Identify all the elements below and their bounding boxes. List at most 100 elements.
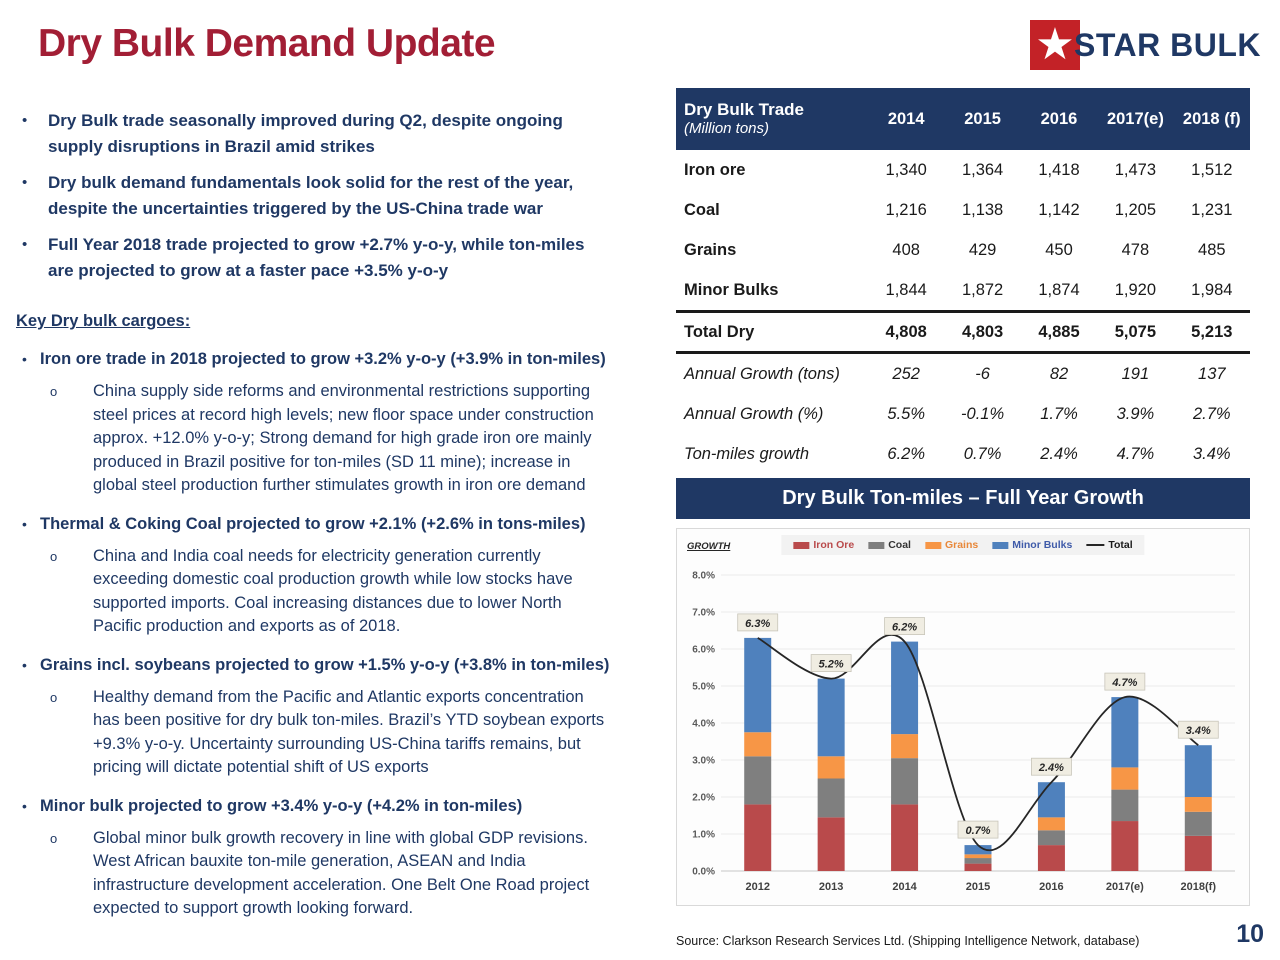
bullet-icon: • [22,236,28,253]
total-label: 3.4% [1186,725,1211,737]
sub-bullet-icon: o [50,830,58,846]
bar-segment-minor-bulks [817,678,845,757]
cell-value: 478 [1121,240,1150,259]
cell-value: 1,512 [1191,160,1233,179]
total-label-box [1104,672,1146,691]
cell-value: -0.1% [961,404,1005,423]
cell-value: 429 [968,240,997,259]
legend-line-icon [1086,544,1105,546]
cell-value: 5.5% [887,404,925,423]
cell-value: 4.7% [1116,444,1155,463]
key-bullet: • Grains incl. soybeans projected to gro… [16,653,668,677]
cell-value: 1,984 [1191,280,1233,299]
legend-item: Iron Ore [793,539,854,551]
y-tick-label: 7.0% [692,608,715,619]
bar-segment-grains [817,756,845,779]
row-label: Iron ore [684,160,746,179]
total-label: 4.7% [1111,677,1137,689]
legend-label: Minor Bulks [1012,539,1073,551]
y-tick-label: 8.0% [692,571,715,582]
chart-title-bar: Dry Bulk Ton-miles – Full Year Growth [676,478,1250,519]
legend-swatch-icon [793,541,810,549]
x-tick-label: 2012 [745,881,769,893]
bar-segment-minor-bulks [891,641,919,735]
cell-value: 137 [1198,364,1226,383]
total-label-box [884,617,925,635]
bar-segment-coal [817,778,845,818]
cell-value: 4,808 [885,322,927,341]
row-label: Annual Growth (tons) [684,364,840,383]
key-bullet: • Thermal & Coking Coal projected to gro… [16,512,668,536]
x-tick-label: 2014 [892,881,917,893]
sub-bullet: o China and India coal needs for electri… [50,545,668,639]
bar-segment-minor-bulks [964,845,992,855]
sub-bullet-icon: o [50,548,58,564]
bar-segment-iron-ore [1037,845,1065,871]
cell-value: 1,872 [961,280,1004,299]
legend-label: Grains [944,539,979,551]
table-total-row: Total Dry 4,808 4,803 4,885 5,075 5,213 [676,310,1250,354]
total-label-box [737,613,779,632]
sub-bullet: o Global minor bulk growth recovery in l… [50,827,668,921]
legend-swatch-icon [924,541,941,549]
left-text-column: • Dry Bulk trade seasonally improved dur… [16,108,668,935]
intro-bullet-text: Dry Bulk trade seasonally improved durin… [48,111,563,156]
cell-value: 1,142 [1038,200,1080,219]
key-bullet: • Iron ore trade in 2018 projected to gr… [16,347,668,371]
bar-segment-iron-ore [744,804,772,871]
sub-bullet-text: Healthy demand from the Pacific and Atla… [93,687,605,777]
bullet-icon: • [22,112,28,129]
table-row: Iron ore 1,340 1,364 1,418 1,473 1,512 [676,150,1250,190]
cell-value: 252 [892,364,920,383]
key-bullet-text: Grains incl. soybeans projected to grow … [40,655,610,674]
legend-label: Total [1108,539,1133,551]
cell-value: 1,418 [1038,160,1080,179]
cell-value: 408 [892,240,920,259]
legend-item: Coal [868,539,911,551]
table-year-header: 2014 [887,109,925,128]
key-bullet-text: Thermal & Coking Coal projected to grow … [40,514,586,533]
table-growth-row: Ton-miles growth 6.2% 0.7% 2.4% 4.7% 3.4… [676,434,1250,474]
y-tick-label: 1.0% [692,830,715,841]
table-year-header: 2016 [1040,109,1078,128]
row-label: Total Dry [684,322,755,341]
cell-value: 5,213 [1191,322,1233,341]
bar-segment-grains [1184,797,1212,812]
intro-bullet: • Dry bulk demand fundamentals look soli… [16,170,668,222]
table-subtitle: (Million tons) [684,120,770,138]
cell-value: 450 [1045,240,1073,259]
intro-bullet-text: Dry bulk demand fundamentals look solid … [48,173,574,218]
bar-segment-coal [744,756,772,805]
y-tick-label: 5.0% [692,682,715,693]
cell-value: -6 [975,364,990,383]
bar-segment-minor-bulks [1037,782,1065,818]
cell-value: 3.9% [1116,404,1155,423]
total-label-box [1031,757,1072,776]
bar-segment-minor-bulks [744,637,772,733]
table-year-header: 2015 [964,109,1001,128]
bar-segment-grains [744,732,772,757]
cell-value: 1.7% [1040,404,1078,423]
bar-segment-grains [964,854,992,859]
bullet-icon: • [22,656,27,673]
total-label: 6.2% [892,622,917,634]
row-label: Ton-miles growth [684,444,810,463]
bullet-icon: • [22,515,27,532]
legend-swatch-icon [868,541,885,549]
cell-value: 1,364 [961,160,1004,179]
source-note: Source: Clarkson Research Services Ltd. … [676,934,1140,948]
key-cargoes-heading: Key Dry bulk cargoes: [16,312,191,330]
chart-axis-label: GROWTH [687,541,731,552]
star-bulk-logo: ★ STAR BULK [1030,20,1261,70]
total-label: 0.7% [965,825,990,837]
cell-value: 4,803 [961,322,1004,341]
sub-bullet-text: China supply side reforms and environmen… [93,382,594,494]
bar-segment-minor-bulks [1184,745,1212,797]
total-label: 2.4% [1038,762,1064,774]
cell-value: 82 [1049,364,1069,383]
cell-value: 1,231 [1191,200,1233,219]
bar-segment-coal [891,758,919,805]
sub-bullet-icon: o [50,689,58,705]
cell-value: 1,920 [1114,280,1157,299]
